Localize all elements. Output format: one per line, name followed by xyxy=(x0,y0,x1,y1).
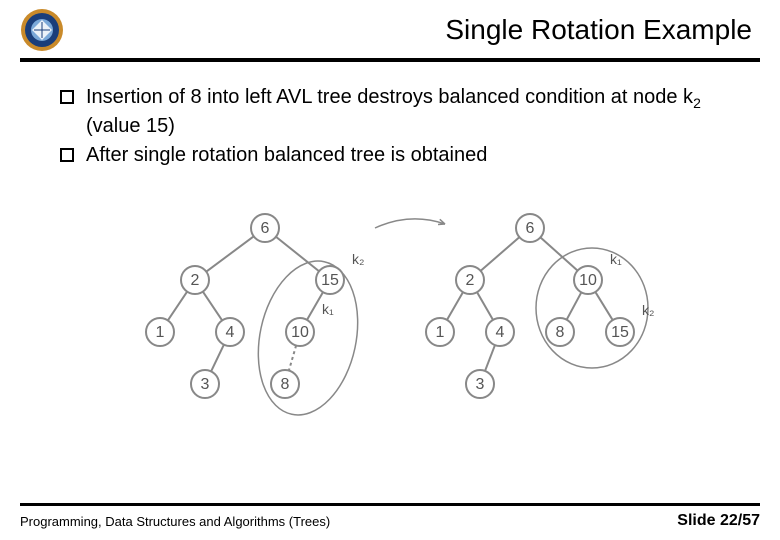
logo xyxy=(20,8,64,52)
svg-text:1: 1 xyxy=(156,324,165,341)
bullet-list: Insertion of 8 into left AVL tree destro… xyxy=(0,62,780,181)
svg-text:2: 2 xyxy=(466,272,475,289)
footer: Programming, Data Structures and Algorit… xyxy=(20,503,760,530)
svg-text:3: 3 xyxy=(201,376,210,393)
bullet-item: After single rotation balanced tree is o… xyxy=(60,142,740,169)
svg-text:1: 1 xyxy=(436,324,445,341)
svg-text:4: 4 xyxy=(226,324,235,341)
bullet-text: Insertion of 8 into left AVL tree destro… xyxy=(86,84,740,140)
bullet-text: After single rotation balanced tree is o… xyxy=(86,142,740,169)
page-title: Single Rotation Example xyxy=(64,14,760,46)
svg-text:k₂: k₂ xyxy=(352,251,364,267)
bullet-item: Insertion of 8 into left AVL tree destro… xyxy=(60,84,740,140)
svg-text:k₁: k₁ xyxy=(322,301,334,317)
svg-text:6: 6 xyxy=(261,220,270,237)
svg-text:k₂: k₂ xyxy=(642,302,654,318)
svg-text:10: 10 xyxy=(579,272,597,289)
tree-diagram: 6 2 15 1 4 10 3 8 k₂ k₁ 6 2 10 1 4 8 15 3 k₁ k₂ xyxy=(0,210,780,440)
svg-text:15: 15 xyxy=(611,324,629,341)
svg-text:3: 3 xyxy=(476,376,485,393)
bullet-marker-icon xyxy=(60,148,74,162)
svg-text:8: 8 xyxy=(281,376,290,393)
svg-text:4: 4 xyxy=(496,324,505,341)
svg-text:6: 6 xyxy=(526,220,535,237)
footer-left-text: Programming, Data Structures and Algorit… xyxy=(20,514,330,529)
svg-text:15: 15 xyxy=(321,272,339,289)
svg-text:k₁: k₁ xyxy=(610,251,622,267)
svg-text:8: 8 xyxy=(556,324,565,341)
bullet-marker-icon xyxy=(60,90,74,104)
svg-text:10: 10 xyxy=(291,324,309,341)
footer-slide-number: Slide 22/57 xyxy=(677,512,760,530)
svg-text:2: 2 xyxy=(191,272,200,289)
footer-divider xyxy=(20,503,760,506)
